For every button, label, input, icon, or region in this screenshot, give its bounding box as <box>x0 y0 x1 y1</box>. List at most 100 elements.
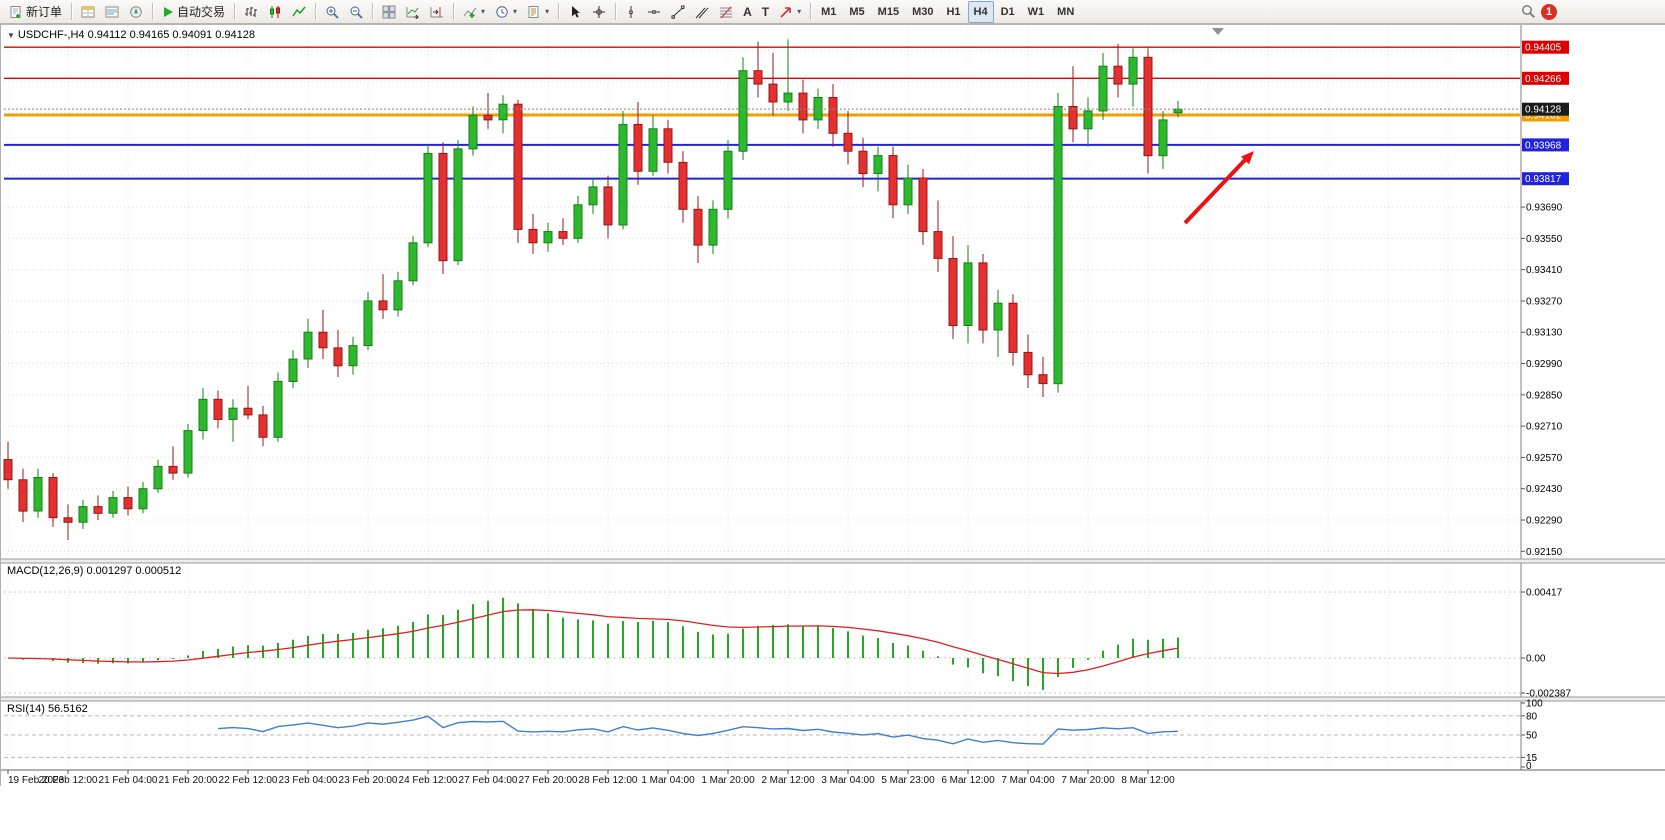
market-watch-button[interactable] <box>76 1 100 23</box>
timeframe-H1-button[interactable]: H1 <box>946 5 961 18</box>
tile-windows-button[interactable] <box>377 1 401 23</box>
svg-text:-0.002387: -0.002387 <box>1526 689 1571 700</box>
zoom-out-icon <box>350 6 363 19</box>
svg-text:0: 0 <box>1526 761 1532 772</box>
separator <box>615 3 617 20</box>
price-axis[interactable]: 0.92150 0.92290 0.92430 0.92570 0.92710 0.928… <box>1520 24 1569 770</box>
timeframe-M30-button[interactable]: M30 <box>912 5 934 18</box>
label-tool-icon: T <box>761 4 770 19</box>
svg-text:0.94128: 0.94128 <box>1525 105 1562 116</box>
svg-text:0.93550: 0.93550 <box>1526 234 1563 245</box>
indicators-button[interactable]: ▾ <box>458 1 490 23</box>
auto-scroll-button[interactable] <box>401 1 425 23</box>
zoom-in-button[interactable] <box>320 1 344 23</box>
svg-text:5 Mar 23:00: 5 Mar 23:00 <box>881 775 935 786</box>
timeframe-M5-button[interactable]: M5 <box>849 5 865 18</box>
channel-button[interactable] <box>690 1 714 23</box>
new-order-button[interactable]: 新订单 <box>4 1 67 23</box>
crosshair-button[interactable] <box>587 1 611 23</box>
search-button[interactable] <box>1516 1 1541 23</box>
candlestick-icon <box>270 5 281 18</box>
horizontal-line-icon <box>648 9 661 14</box>
fibonacci-button[interactable] <box>714 1 738 23</box>
fibonacci-icon <box>720 6 733 18</box>
svg-text:0.94266: 0.94266 <box>1525 74 1562 85</box>
arrow-annotation[interactable] <box>1183 151 1254 225</box>
panel-splitter[interactable] <box>0 559 1665 563</box>
crosshair-icon <box>593 5 606 18</box>
chart-shift-marker[interactable] <box>1212 28 1224 35</box>
panel-splitter[interactable] <box>0 697 1665 701</box>
separator <box>372 3 374 20</box>
svg-text:0.93690: 0.93690 <box>1526 203 1563 214</box>
horizontal-line-button[interactable] <box>642 1 666 23</box>
rsi-line <box>217 715 1179 745</box>
svg-text:0.92710: 0.92710 <box>1526 422 1563 433</box>
data-window-icon <box>105 6 119 17</box>
timeframe-W1-button[interactable]: W1 <box>1027 5 1045 18</box>
macd-label: MACD(12,26,9) 0.001297 0.000512 <box>7 565 182 577</box>
svg-text:0.92150: 0.92150 <box>1526 547 1563 558</box>
svg-text:24 Feb 12:00: 24 Feb 12:00 <box>399 775 458 786</box>
collapse-icon[interactable]: ▼ <box>7 31 15 40</box>
navigator-button[interactable] <box>124 1 148 23</box>
svg-text:100: 100 <box>1526 699 1543 710</box>
svg-text:0.93817: 0.93817 <box>1525 174 1562 185</box>
grid <box>4 26 1520 767</box>
navigator-icon <box>130 5 142 18</box>
arrows-tool-button[interactable]: ▾ <box>774 1 806 23</box>
vertical-line-button[interactable] <box>620 1 642 23</box>
svg-text:21 Feb 20:00: 21 Feb 20:00 <box>159 775 218 786</box>
current-price-label <box>1522 102 1569 116</box>
chart-shift-icon <box>430 6 444 17</box>
rsi-label: RSI(14) 56.5162 <box>7 703 88 715</box>
autotrading-button[interactable]: 自动交易 <box>157 1 230 23</box>
line-chart-button[interactable] <box>287 1 311 23</box>
cursor-icon <box>572 5 581 18</box>
support-line-2-price-label <box>1522 172 1569 186</box>
label-tool-button[interactable]: T <box>757 1 774 23</box>
timeframe-D1-button[interactable]: D1 <box>1000 5 1015 18</box>
data-window-button[interactable] <box>100 1 124 23</box>
svg-text:3 Mar 04:00: 3 Mar 04:00 <box>821 775 875 786</box>
support-line-1-price-label <box>1522 138 1569 152</box>
svg-text:0.94405: 0.94405 <box>1525 43 1562 54</box>
auto-scroll-icon <box>406 6 420 19</box>
separator <box>234 3 236 20</box>
svg-text:0.92570: 0.92570 <box>1526 453 1563 464</box>
new-order-icon <box>10 5 21 18</box>
timeframe-H4-button[interactable]: H4 <box>967 0 994 23</box>
bar-chart-button[interactable] <box>239 1 263 23</box>
timeframe-toolbar: M1 M5 M15 M30 H1 H4 D1 W1 MN <box>815 0 1080 23</box>
vertical-line-icon <box>629 5 633 18</box>
notification-badge[interactable]: 1 <box>1541 3 1557 20</box>
cursor-button[interactable] <box>563 1 587 23</box>
macd-panel[interactable]: 0.00417 0.00 -0.002387 <box>4 588 1571 700</box>
trendline-button[interactable] <box>666 1 690 23</box>
zoom-out-button[interactable] <box>344 1 368 23</box>
timeframe-M15-button[interactable]: M15 <box>877 5 900 18</box>
svg-text:19 Feb 2023: 19 Feb 2023 <box>8 775 65 786</box>
text-tool-button[interactable]: A <box>738 1 757 23</box>
svg-text:0.00417: 0.00417 <box>1526 588 1563 599</box>
line-chart-icon <box>292 6 306 16</box>
svg-text:0.93130: 0.93130 <box>1526 328 1563 339</box>
timeframe-M1-button[interactable]: M1 <box>821 5 837 18</box>
candlestick-button[interactable] <box>263 1 287 23</box>
templates-button[interactable]: ▾ <box>522 1 554 23</box>
svg-text:50: 50 <box>1526 731 1538 742</box>
separator <box>810 3 812 20</box>
svg-text:0.93968: 0.93968 <box>1525 140 1562 151</box>
periods-button[interactable]: ▾ <box>490 1 522 23</box>
chart-shift-button[interactable] <box>425 1 449 23</box>
separator <box>558 3 560 20</box>
svg-text:0.93270: 0.93270 <box>1526 296 1563 307</box>
svg-text:1 Mar 04:00: 1 Mar 04:00 <box>641 775 695 786</box>
chart-title-bar: ▼ USDCHF-,H4 0.94112 0.94165 0.94091 0.94… <box>7 29 255 41</box>
svg-text:8 Mar 12:00: 8 Mar 12:00 <box>1121 775 1175 786</box>
svg-text:0.92290: 0.92290 <box>1526 516 1563 527</box>
timeframe-MN-button[interactable]: MN <box>1057 5 1075 18</box>
